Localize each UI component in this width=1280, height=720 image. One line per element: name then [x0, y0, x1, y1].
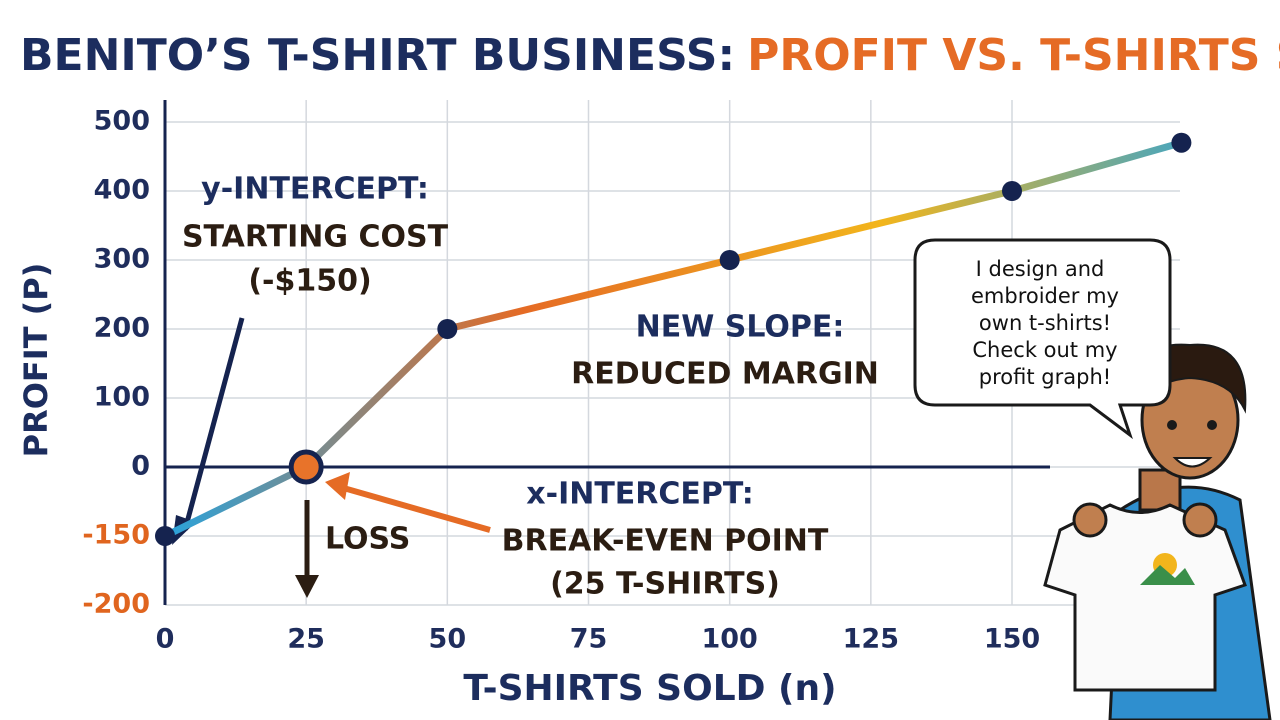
speech-text: embroider my: [971, 284, 1119, 308]
x-axis-label: T-SHIRTS SOLD (n): [463, 668, 836, 709]
marker: [1171, 132, 1192, 153]
speech-text: Check out my: [972, 338, 1117, 362]
arrow: [182, 317, 245, 531]
arrow-head: [295, 575, 319, 598]
annotation: LOSS: [325, 522, 410, 557]
x-tick-label: 25: [287, 624, 325, 655]
annotation: y-INTERCEPT:: [201, 172, 429, 207]
x-tick-label: 150: [984, 624, 1040, 655]
speech-text: own t-shirts!: [979, 311, 1111, 335]
x-tick-label: 100: [701, 624, 757, 655]
speech-bubble: [913, 238, 1172, 440]
x-tick-label: 75: [570, 624, 608, 655]
y-tick-label: 0: [131, 451, 150, 482]
annotation: NEW SLOPE:: [636, 310, 845, 345]
y-axis-label: PROFIT (P): [17, 263, 55, 458]
annotation: STARTING COST: [182, 220, 449, 255]
x-tick-label: 125: [843, 624, 899, 655]
y-tick-label: 400: [94, 175, 150, 206]
arrow: [339, 484, 491, 533]
grid: [163, 100, 1180, 606]
line: [161, 139, 1185, 540]
speech-text: I design and: [976, 257, 1105, 281]
marker: [1002, 181, 1022, 201]
y-tick-label: 100: [94, 382, 150, 413]
plot: [155, 132, 1192, 546]
annotation: x-INTERCEPT:: [526, 477, 753, 512]
annotation: (-$150): [248, 264, 371, 299]
arrow-head: [325, 472, 350, 500]
marker: [155, 526, 175, 546]
x-tick-label: 50: [429, 624, 467, 655]
chart-title: BENITO’S T-SHIRT BUSINESS: PROFIT VS. T-S…: [20, 30, 1280, 81]
y-tick-label: -150: [82, 520, 150, 551]
annotation: BREAK-EVEN POINT: [502, 524, 829, 559]
break-even-marker: [288, 449, 324, 485]
marker: [437, 319, 458, 339]
annotation: REDUCED MARGIN: [571, 357, 879, 392]
marker: [719, 250, 740, 270]
y-tick-label: -200: [82, 589, 150, 620]
annotation: (25 T-SHIRTS): [550, 567, 780, 602]
x-tick-label: 0: [156, 624, 175, 655]
y-tick-label: 200: [94, 313, 150, 344]
y-tick-label: 300: [94, 244, 150, 275]
character: [1043, 343, 1272, 720]
speech-text: profit graph!: [979, 365, 1111, 389]
y-tick-label: 500: [94, 106, 150, 137]
